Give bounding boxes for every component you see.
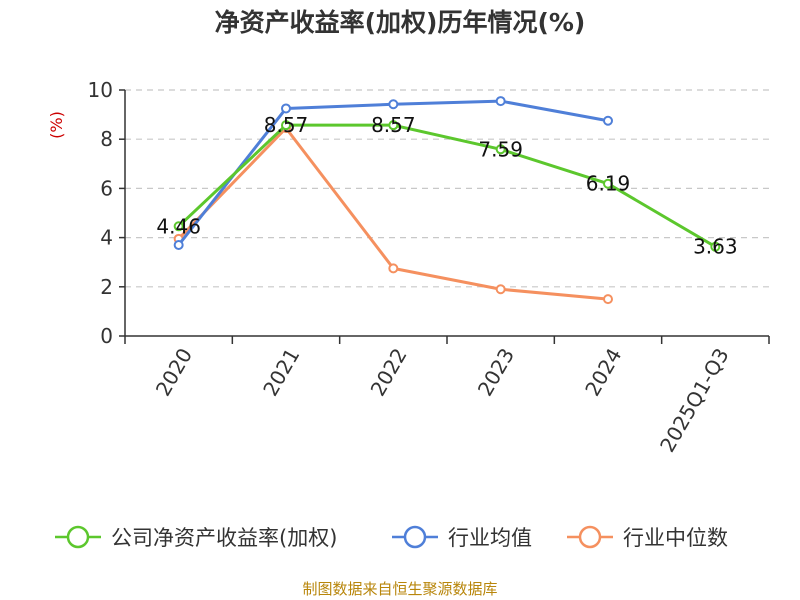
legend-item-0: 公司净资产收益率(加权): [55, 525, 337, 550]
data-point: [495, 96, 506, 107]
data-label: 3.63: [693, 235, 738, 259]
data-point: [388, 120, 399, 131]
data-label: 6.19: [586, 172, 631, 196]
data-point: [173, 239, 184, 250]
y-tick-label: 10: [88, 78, 113, 102]
legend-item-1: 行业均值: [392, 525, 532, 550]
x-tick-label: 2023: [473, 344, 519, 400]
y-tick-label: 2: [100, 275, 113, 299]
legend-label: 公司净资产收益率(加权): [111, 526, 337, 550]
data-label: 8.57: [264, 113, 309, 137]
legend-item-2: 行业中位数: [567, 525, 728, 550]
data-point: [281, 103, 291, 114]
legend-swatch-marker: [403, 525, 427, 549]
data-source-note: 制图数据来自恒生聚源数据库: [302, 580, 497, 598]
y-axis-unit-label: (%): [47, 111, 66, 139]
data-point: [495, 284, 506, 295]
legend-label: 行业均值: [448, 526, 532, 550]
series-2: [173, 123, 613, 305]
legend-swatch-marker: [578, 525, 602, 549]
legend: 公司净资产收益率(加权) 行业均值 行业中位数: [55, 525, 728, 550]
data-point: [603, 115, 613, 126]
x-tick-label: 2020: [151, 344, 197, 400]
axes: 0 2 4 6 8 10 2020 2021 2022 2023 2024 2025Q1-Q3: [88, 78, 770, 456]
y-tick-label: 0: [100, 324, 113, 348]
series-1: [173, 96, 613, 250]
data-point: [710, 241, 721, 252]
legend-swatch-marker: [66, 525, 90, 549]
series-line: [177, 126, 609, 301]
data-labels: 4.46 8.57 8.57 7.59 6.19 3.63: [156, 113, 737, 259]
data-point: [495, 144, 506, 155]
data-point: [603, 178, 613, 189]
data-label: 8.57: [371, 113, 416, 137]
series-line: [177, 123, 717, 248]
y-tick-label: 6: [100, 176, 113, 200]
x-tick-label: 2025Q1-Q3: [655, 344, 734, 456]
x-tick-label: 2021: [258, 344, 304, 400]
y-tick-label: 8: [100, 127, 113, 151]
data-point: [388, 263, 399, 274]
legend-label: 行业中位数: [623, 526, 728, 550]
data-point: [388, 99, 399, 110]
series-lines: [173, 96, 721, 305]
data-point: [173, 221, 184, 232]
x-tick-label: 2022: [365, 344, 411, 400]
data-label: 4.46: [156, 214, 201, 238]
data-point: [281, 120, 291, 131]
chart-title: 净资产收益率(加权)历年情况(%): [215, 8, 586, 37]
series-0: [173, 120, 721, 252]
gridlines: [125, 89, 769, 288]
data-label: 7.59: [478, 137, 523, 161]
data-point: [603, 294, 613, 305]
x-tick-label: 2024: [580, 344, 626, 400]
y-tick-label: 4: [100, 226, 113, 250]
